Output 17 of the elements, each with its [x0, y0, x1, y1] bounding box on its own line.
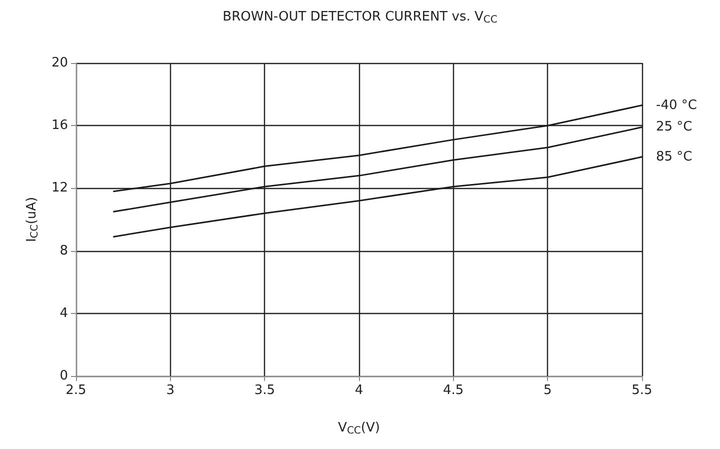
- y-tick-label: 16: [51, 118, 68, 134]
- y-tick-label: 4: [60, 306, 68, 321]
- x-tick-label: 3.5: [254, 383, 276, 398]
- x-tick-label: 4: [354, 383, 364, 398]
- y-tick-label: 20: [51, 56, 68, 70]
- x-tick-label: 2.5: [66, 383, 86, 398]
- y-tick-label: 0: [60, 368, 68, 384]
- x-tick-label: 3: [166, 383, 174, 398]
- x-tick-label: 5: [544, 383, 552, 398]
- series-label: 85 °C: [656, 149, 692, 164]
- y-axis-title: ICC(uA): [24, 196, 40, 242]
- x-tick-label: 5.5: [632, 383, 652, 398]
- y-tick-label: 8: [60, 243, 68, 258]
- y-tick-label: 12: [51, 180, 68, 196]
- series-label: -40 °C: [656, 98, 697, 113]
- series-label: 25 °C: [656, 120, 692, 135]
- x-tick-label: 4.5: [442, 383, 464, 398]
